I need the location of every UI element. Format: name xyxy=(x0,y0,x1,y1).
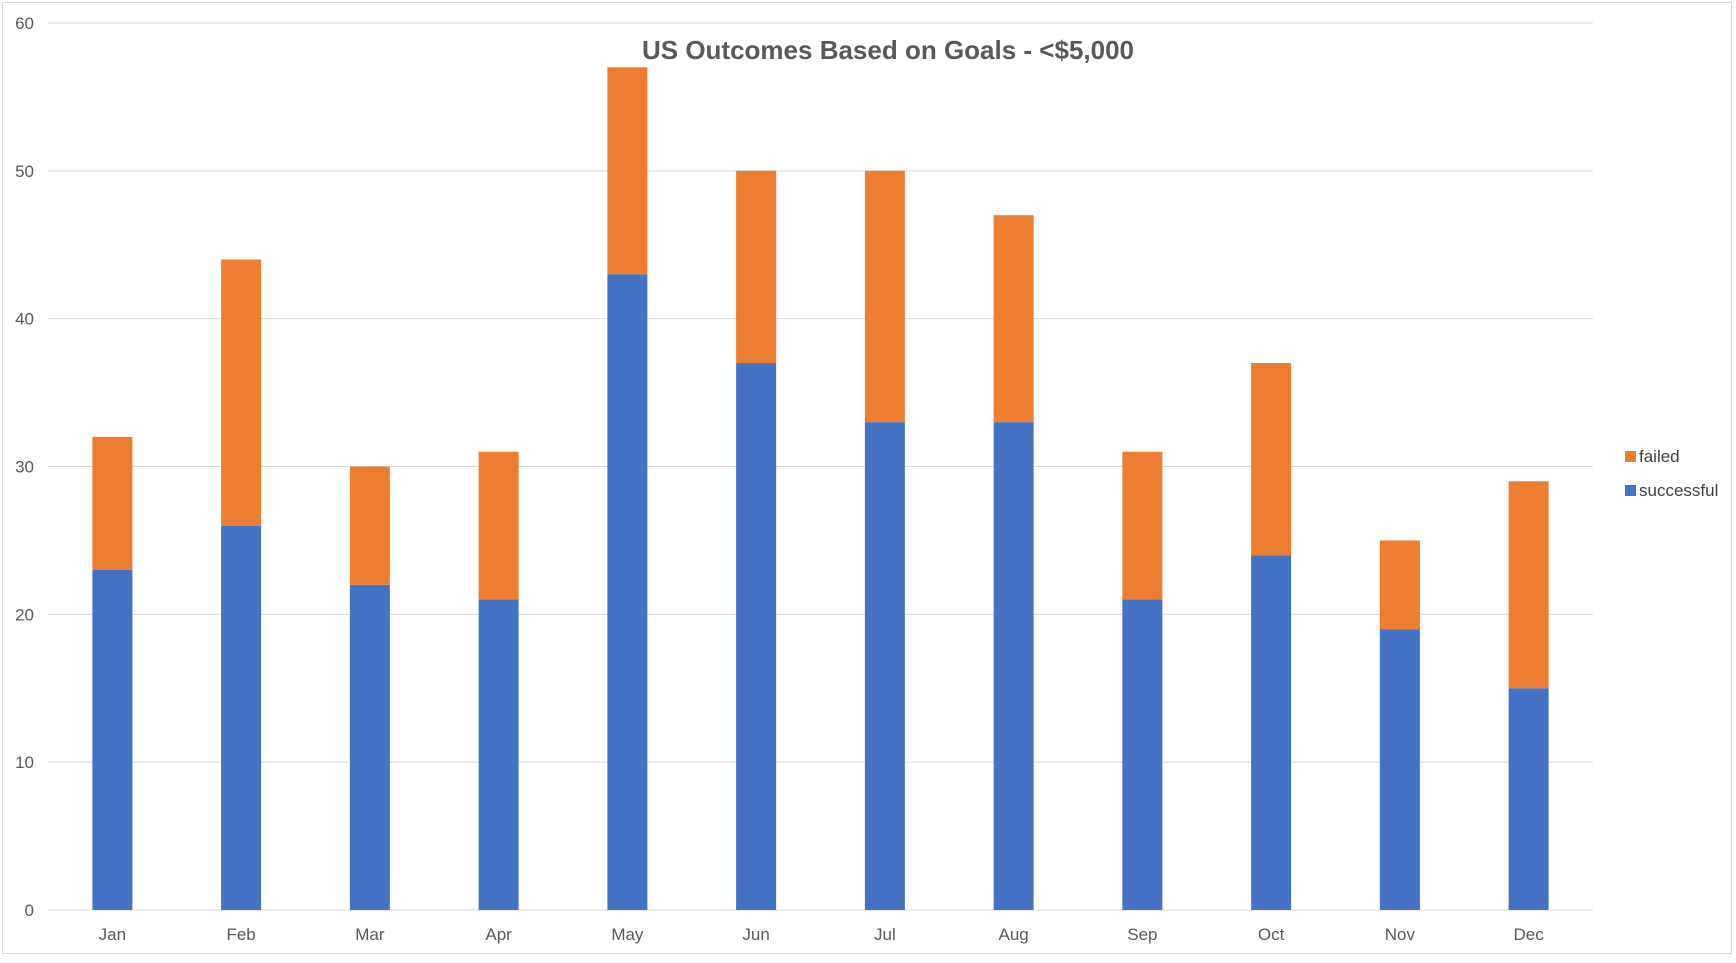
x-tick-label: Oct xyxy=(1258,925,1285,944)
bar-failed-may xyxy=(607,67,648,275)
bar-successful-aug xyxy=(993,422,1034,910)
legend-label-failed: failed xyxy=(1639,447,1680,466)
bar-successful-nov xyxy=(1379,629,1420,910)
bar-failed-oct xyxy=(1251,363,1292,556)
x-tick-label: Jul xyxy=(874,925,896,944)
legend-label-successful: successful xyxy=(1639,481,1718,500)
bar-failed-feb xyxy=(221,259,262,526)
y-tick-label: 40 xyxy=(15,310,34,329)
bar-successful-apr xyxy=(478,599,519,910)
x-tick-label: Apr xyxy=(485,925,512,944)
bars xyxy=(92,67,1549,911)
bar-successful-mar xyxy=(349,584,390,910)
y-tick-label: 10 xyxy=(15,753,34,772)
y-tick-label: 60 xyxy=(15,14,34,33)
legend: failed successful xyxy=(1625,447,1718,500)
y-tick-label: 30 xyxy=(15,458,34,477)
chart-title: US Outcomes Based on Goals - <$5,000 xyxy=(642,35,1134,65)
bar-failed-nov xyxy=(1379,540,1420,630)
bar-successful-oct xyxy=(1251,555,1292,910)
bar-successful-may xyxy=(607,274,648,911)
gridlines xyxy=(48,22,1593,911)
bar-successful-jul xyxy=(864,422,905,910)
x-tick-label: Nov xyxy=(1385,925,1416,944)
x-tick-label: May xyxy=(611,925,644,944)
x-tick-label: Jun xyxy=(742,925,769,944)
x-tick-label: Sep xyxy=(1127,925,1157,944)
bar-failed-mar xyxy=(349,466,390,585)
x-tick-label: Dec xyxy=(1514,925,1545,944)
bar-successful-feb xyxy=(221,525,262,910)
bar-failed-apr xyxy=(478,451,519,600)
legend-swatch-successful xyxy=(1625,485,1636,496)
x-tick-label: Jan xyxy=(99,925,126,944)
bar-successful-sep xyxy=(1122,599,1163,910)
x-tick-label: Feb xyxy=(226,925,255,944)
bar-failed-jul xyxy=(864,170,905,423)
x-axis-labels: Jan Feb Mar Apr May Jun Jul Aug Sep Oct Nov Dec xyxy=(99,925,1545,944)
bar-failed-aug xyxy=(993,215,1034,423)
bar-failed-jun xyxy=(736,170,777,364)
x-tick-label: Mar xyxy=(355,925,385,944)
y-tick-label: 0 xyxy=(25,901,34,920)
bar-successful-dec xyxy=(1508,688,1549,910)
x-tick-label: Aug xyxy=(999,925,1029,944)
bar-successful-jan xyxy=(92,569,133,910)
y-tick-label: 50 xyxy=(15,162,34,181)
y-tick-label: 20 xyxy=(15,605,34,624)
bar-failed-jan xyxy=(92,436,133,570)
bar-failed-dec xyxy=(1508,481,1549,689)
y-axis-ticks: 0 10 20 30 40 50 60 xyxy=(15,14,34,920)
legend-swatch-failed xyxy=(1625,451,1636,462)
bar-successful-jun xyxy=(736,363,777,910)
bar-failed-sep xyxy=(1122,451,1163,600)
